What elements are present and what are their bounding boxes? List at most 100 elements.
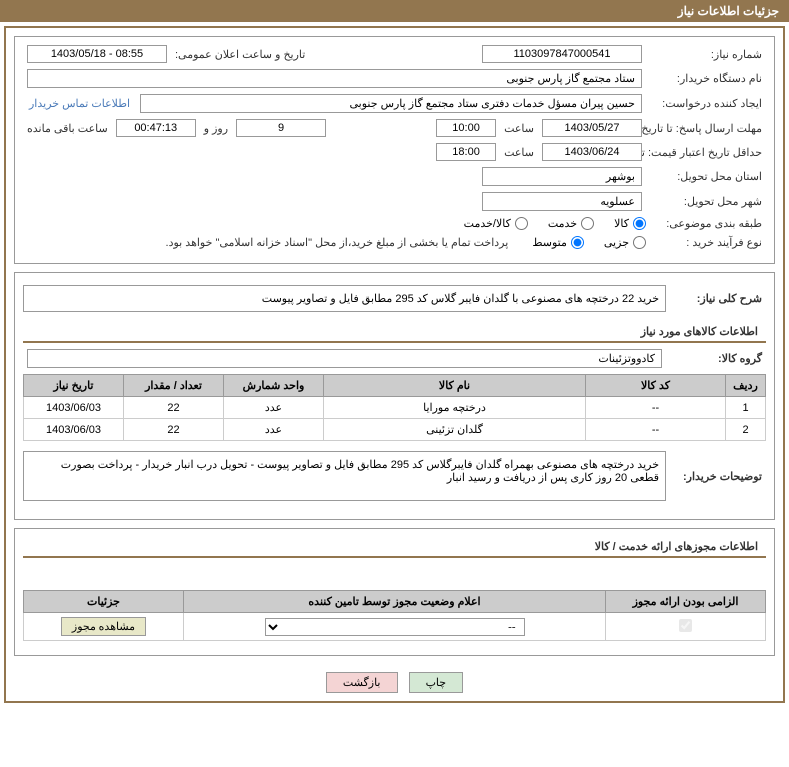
- page-header: جزئیات اطلاعات نیاز: [0, 0, 789, 22]
- table-row: 1 -- درختچه مورایا عدد 22 1403/06/03: [24, 397, 766, 419]
- goods-table-header-row: ردیف کد کالا نام کالا واحد شمارش تعداد /…: [24, 375, 766, 397]
- cell: 2: [726, 419, 766, 441]
- back-button[interactable]: بازگشت: [326, 672, 398, 693]
- main-container: شماره نیاز: 1103097847000541 تاریخ و ساع…: [4, 26, 785, 703]
- row-validity: حداقل تاریخ اعتبار قیمت: تا تاریخ: 1403/…: [23, 143, 766, 161]
- th-mandatory: الزامی بودن ارائه مجوز: [606, 591, 766, 613]
- cell: 22: [124, 419, 224, 441]
- description-row: شرح کلی نیاز: خرید 22 درختچه های مصنوعی …: [23, 281, 766, 316]
- radio-goods-label: کالا: [614, 217, 629, 230]
- cell: --: [586, 419, 726, 441]
- license-title: اطلاعات مجوزهای ارائه خدمت / کالا: [23, 537, 766, 558]
- validity-time: 18:00: [436, 143, 496, 161]
- radio-service-label: خدمت: [548, 217, 577, 230]
- radio-partial-input[interactable]: [633, 236, 646, 249]
- th-qty: تعداد / مقدار: [124, 375, 224, 397]
- th-status: اعلام وضعیت مجوز توسط تامین کننده: [184, 591, 606, 613]
- radio-medium[interactable]: متوسط: [532, 236, 584, 249]
- creator-label: ایجاد کننده درخواست:: [646, 97, 766, 110]
- creator-value: حسین پیران مسؤل خدمات دفتری ستاد مجتمع گ…: [140, 94, 642, 113]
- cell: عدد: [224, 397, 324, 419]
- validity-label: حداقل تاریخ اعتبار قیمت: تا تاریخ:: [646, 146, 766, 159]
- need-no-label: شماره نیاز:: [646, 48, 766, 61]
- mandatory-checkbox: [679, 619, 692, 632]
- radio-service-input[interactable]: [581, 217, 594, 230]
- th-row: ردیف: [726, 375, 766, 397]
- radio-both-label: کالا/خدمت: [464, 217, 511, 230]
- goods-section-title: اطلاعات کالاهای مورد نیاز: [23, 322, 766, 343]
- contact-link[interactable]: اطلاعات تماس خریدار: [23, 97, 136, 110]
- radio-medium-input[interactable]: [571, 236, 584, 249]
- table-row: 2 -- گلدان تزئینی عدد 22 1403/06/03: [24, 419, 766, 441]
- need-no-value: 1103097847000541: [482, 45, 642, 63]
- view-license-button[interactable]: مشاهده مجوز: [61, 617, 146, 636]
- deadline-label: مهلت ارسال پاسخ: تا تاریخ:: [646, 122, 766, 135]
- days-remaining: 9: [236, 119, 326, 137]
- description-label: شرح کلی نیاز:: [666, 292, 766, 305]
- announce-value: 1403/05/18 - 08:55: [27, 45, 167, 63]
- row-process: نوع فرآیند خرید : جزیی متوسط پرداخت تمام…: [23, 236, 766, 249]
- th-date: تاریخ نیاز: [24, 375, 124, 397]
- process-note: پرداخت تمام یا بخشی از مبلغ خرید،از محل …: [162, 236, 513, 249]
- days-label: روز و: [200, 122, 232, 135]
- th-details: جزئیات: [24, 591, 184, 613]
- radio-partial[interactable]: جزیی: [604, 236, 646, 249]
- cell: 1403/06/03: [24, 397, 124, 419]
- print-button[interactable]: چاپ: [409, 672, 464, 693]
- description-text: خرید 22 درختچه های مصنوعی با گلدان فایبر…: [23, 285, 666, 312]
- deadline-date: 1403/05/27: [542, 119, 642, 137]
- province-value: بوشهر: [482, 167, 642, 186]
- announce-label: تاریخ و ساعت اعلان عمومی:: [171, 48, 309, 61]
- status-select[interactable]: --: [265, 618, 525, 636]
- buyer-notes-text: خرید درختچه های مصنوعی بهمراه گلدان فایب…: [23, 451, 666, 501]
- page-title: جزئیات اطلاعات نیاز: [678, 4, 779, 18]
- city-label: شهر محل تحویل:: [646, 195, 766, 208]
- description-section: شرح کلی نیاز: خرید 22 درختچه های مصنوعی …: [14, 272, 775, 520]
- goods-group-value: کادووتزئینات: [27, 349, 662, 368]
- radio-goods[interactable]: کالا: [614, 217, 646, 230]
- row-creator: ایجاد کننده درخواست: حسین پیران مسؤل خدم…: [23, 94, 766, 113]
- goods-table: ردیف کد کالا نام کالا واحد شمارش تعداد /…: [23, 374, 766, 441]
- license-mandatory-cell: [606, 613, 766, 641]
- license-status-cell: --: [184, 613, 606, 641]
- city-value: عسلویه: [482, 192, 642, 211]
- row-city: شهر محل تحویل: عسلویه: [23, 192, 766, 211]
- cell: عدد: [224, 419, 324, 441]
- buyer-org-value: ستاد مجتمع گاز پارس جنوبی: [27, 69, 642, 88]
- cell: 1403/06/03: [24, 419, 124, 441]
- cell: گلدان تزئینی: [324, 419, 586, 441]
- deadline-time: 10:00: [436, 119, 496, 137]
- province-label: استان محل تحویل:: [646, 170, 766, 183]
- license-row: -- مشاهده مجوز: [24, 613, 766, 641]
- cell: درختچه مورایا: [324, 397, 586, 419]
- form-box: شماره نیاز: 1103097847000541 تاریخ و ساع…: [14, 36, 775, 264]
- hour-label-1: ساعت: [500, 122, 538, 135]
- license-table: الزامی بودن ارائه مجوز اعلام وضعیت مجوز …: [23, 590, 766, 641]
- row-need-number: شماره نیاز: 1103097847000541 تاریخ و ساع…: [23, 45, 766, 63]
- buyer-notes-row: توضیحات خریدار: خرید درختچه های مصنوعی ب…: [23, 447, 766, 505]
- th-name: نام کالا: [324, 375, 586, 397]
- row-province: استان محل تحویل: بوشهر: [23, 167, 766, 186]
- cell: 1: [726, 397, 766, 419]
- process-label: نوع فرآیند خرید :: [646, 236, 766, 249]
- time-remaining: 00:47:13: [116, 119, 196, 137]
- license-table-header-row: الزامی بودن ارائه مجوز اعلام وضعیت مجوز …: [24, 591, 766, 613]
- radio-both-input[interactable]: [515, 217, 528, 230]
- goods-group-row: گروه کالا: کادووتزئینات: [23, 349, 766, 368]
- buttons-row: چاپ بازگشت: [6, 664, 783, 701]
- hour-label-2: ساعت: [500, 146, 538, 159]
- radio-goods-input[interactable]: [633, 217, 646, 230]
- category-label: طبقه بندی موضوعی:: [646, 217, 766, 230]
- row-buyer-org: نام دستگاه خریدار: ستاد مجتمع گاز پارس ج…: [23, 69, 766, 88]
- radio-both[interactable]: کالا/خدمت: [464, 217, 528, 230]
- row-deadline: مهلت ارسال پاسخ: تا تاریخ: 1403/05/27 سا…: [23, 119, 766, 137]
- license-details-cell: مشاهده مجوز: [24, 613, 184, 641]
- cell: --: [586, 397, 726, 419]
- radio-service[interactable]: خدمت: [548, 217, 594, 230]
- cell: 22: [124, 397, 224, 419]
- radio-partial-label: جزیی: [604, 236, 629, 249]
- remaining-label: ساعت باقی مانده: [23, 122, 112, 135]
- license-section: اطلاعات مجوزهای ارائه خدمت / کالا الزامی…: [14, 528, 775, 656]
- th-code: کد کالا: [586, 375, 726, 397]
- validity-date: 1403/06/24: [542, 143, 642, 161]
